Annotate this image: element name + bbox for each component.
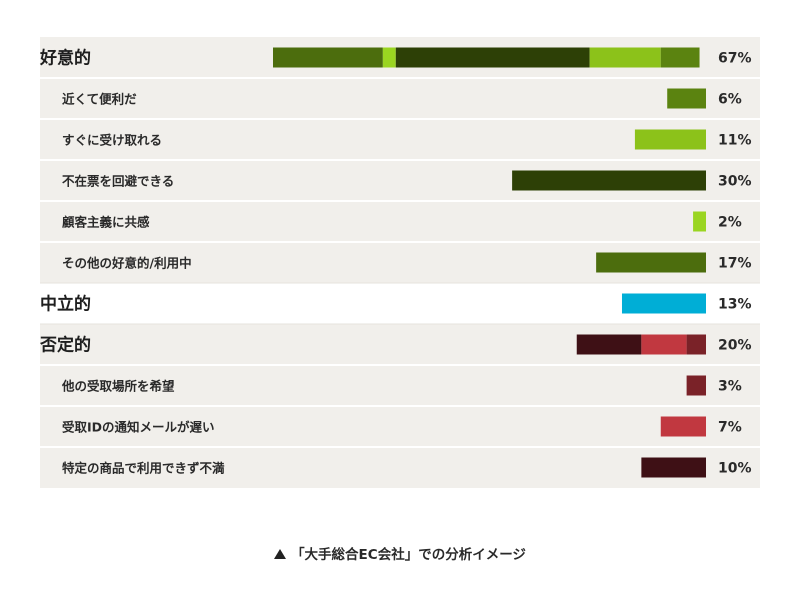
percent-label: 6%	[718, 92, 742, 108]
row-background	[40, 78, 760, 119]
row-background	[40, 365, 760, 406]
subcategory-bar	[667, 88, 706, 109]
subcategory-bar	[641, 457, 706, 478]
subcategory-label: 他の受取場所を希望	[61, 379, 175, 394]
percent-label: 30%	[718, 174, 752, 190]
percent-label: 11%	[718, 133, 752, 149]
chart-caption: 「大手総合EC会社」での分析イメージ	[0, 543, 800, 563]
percent-label: 20%	[718, 338, 752, 354]
stacked-bar-segment	[660, 47, 700, 68]
row-background	[40, 406, 760, 447]
percent-label: 7%	[718, 420, 742, 436]
subcategory-label: すぐに受け取れる	[62, 133, 162, 148]
row-background	[40, 201, 760, 242]
subcategory-label: 特定の商品で利用できず不満	[62, 461, 225, 476]
percent-label: 3%	[718, 379, 742, 395]
percent-label: 67%	[718, 51, 752, 67]
caption-text: 「大手総合EC会社」での分析イメージ	[291, 547, 526, 563]
percent-label: 13%	[718, 297, 752, 313]
stacked-bar-segment	[382, 47, 396, 68]
subcategory-label: その他の好意的/利用中	[62, 256, 192, 271]
subcategory-bar	[512, 170, 706, 191]
stacked-bar-segment	[686, 334, 706, 355]
row-background	[40, 447, 760, 488]
stacked-bar-segment	[273, 47, 383, 68]
subcategory-bar	[660, 416, 706, 437]
subcategory-label: 近くて便利だ	[62, 92, 137, 107]
category-label: 中立的	[40, 294, 91, 315]
category-label: 好意的	[39, 48, 91, 69]
percent-label: 2%	[718, 215, 742, 231]
stacked-bar-segment	[641, 334, 687, 355]
stacked-bar-segment	[589, 47, 661, 68]
category-bar	[621, 293, 706, 314]
triangle-up-icon	[274, 549, 287, 559]
subcategory-label: 受取IDの通知メールが遅い	[62, 420, 215, 435]
subcategory-bar	[634, 129, 706, 150]
subcategory-label: 顧客主義に共感	[62, 215, 150, 230]
stacked-bar-segment	[576, 334, 642, 355]
subcategory-label: 不在票を回避できる	[62, 174, 174, 189]
percent-label: 17%	[718, 256, 752, 272]
subcategory-bar	[596, 252, 706, 273]
percent-label: 10%	[718, 461, 752, 477]
stacked-bar-segment	[395, 47, 590, 68]
subcategory-bar	[693, 211, 706, 232]
category-label: 否定的	[39, 335, 91, 356]
subcategory-bar	[686, 375, 706, 396]
